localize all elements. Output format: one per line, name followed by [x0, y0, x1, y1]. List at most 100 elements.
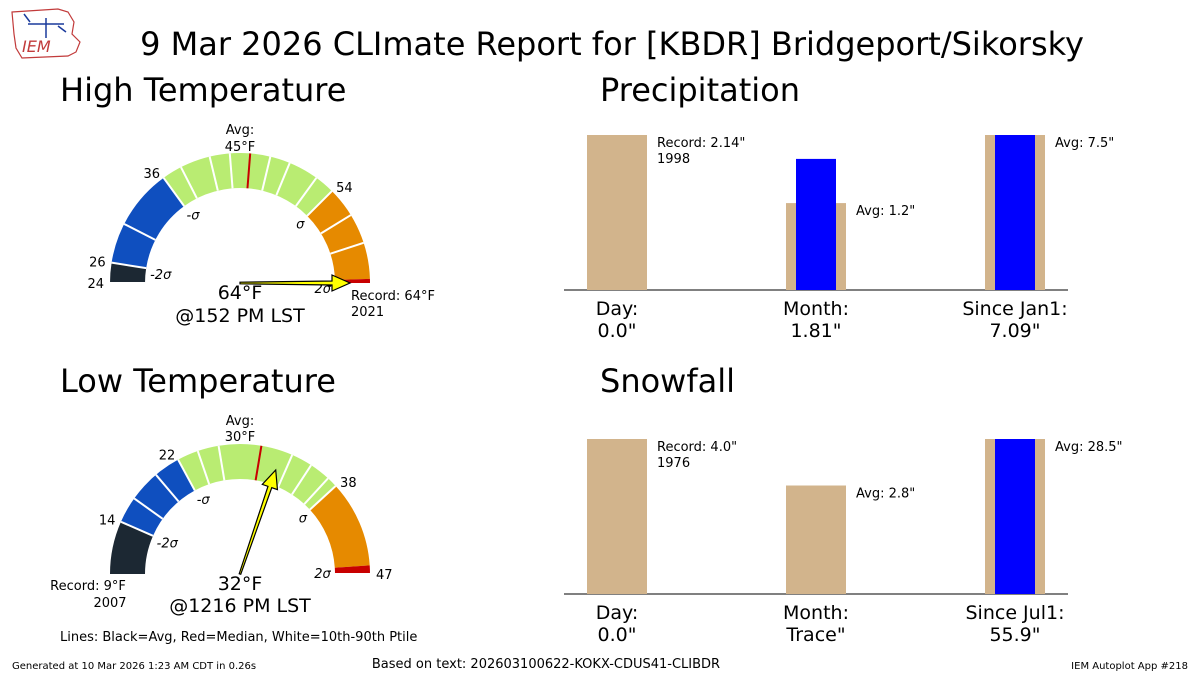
- gauge1-ptile-line-0: [133, 497, 164, 520]
- gauge1-sigma-label-2: σ: [299, 511, 308, 526]
- low-temp-value: 32°F: [218, 573, 263, 595]
- bars1-category-label-2: Since Jul1:: [966, 602, 1065, 624]
- bars1-observed-bar-2: [995, 439, 1035, 594]
- bars1-category-value-2: 55.9": [989, 624, 1040, 646]
- bars0-category-label-1: Month:: [783, 298, 849, 320]
- bars0-observed-bar-1: [796, 158, 836, 290]
- gauge0-ptile-line-7: [320, 214, 352, 235]
- gauge0-ptile-line-4: [261, 156, 272, 191]
- gauge1-ptile-line-1: [155, 474, 180, 503]
- bars1-category-value-0: 0.0": [598, 624, 637, 646]
- bars1-category-value-1: Trace": [785, 624, 845, 646]
- gauge0-sigma-label-1: -σ: [187, 208, 201, 223]
- bars1-annotation-1: Avg: 2.8": [856, 487, 915, 502]
- gauge1-band-4: [334, 565, 370, 574]
- low-avg-label: Avg:: [226, 414, 254, 429]
- high-temp-title: High Temperature: [60, 71, 346, 109]
- gauge0-sigma-label-3: 2σ: [314, 282, 331, 297]
- high-temp-value: 64°F: [218, 282, 263, 304]
- page-title: 9 Mar 2026 CLImate Report for [KBDR] Bri…: [140, 25, 1084, 63]
- gauge0-tick-label-1: 26: [89, 256, 106, 271]
- snowfall-bar-chart: Record: 4.0"1976 Day:0.0" Avg: 2.8" Month:T…: [564, 439, 1123, 646]
- generated-note: Generated at 10 Mar 2026 1:23 AM CDT in …: [12, 661, 256, 672]
- lines-legend: Lines: Black=Avg, Red=Median, White=10th…: [60, 630, 417, 645]
- bars1-climo-bar-0: [587, 439, 647, 594]
- gauge1-ptile-line-4: [277, 454, 294, 488]
- high-temp-time: @152 PM LST: [175, 305, 305, 327]
- gauge0-tick-line-2: [162, 177, 185, 207]
- high-record-label: Record: 64°F: [351, 289, 435, 304]
- bars0-annotation-year-0: 1998: [657, 152, 690, 167]
- bars0-category-value-1: 1.81": [790, 320, 841, 342]
- gauge0-avg-line: [246, 153, 252, 189]
- gauge0-tick-label-0: 24: [87, 277, 104, 292]
- gauge0-ptile-line-1: [180, 166, 198, 199]
- bars1-annotation-0: Record: 4.0": [657, 440, 737, 455]
- low-temp-time: @1216 PM LST: [169, 595, 311, 617]
- gauge1-sigma-label-1: -σ: [197, 493, 211, 508]
- low-record-label: Record: 9°F: [50, 579, 126, 594]
- bars1-annotation-2: Avg: 28.5": [1055, 440, 1123, 455]
- gauge0-tick-label-3: 54: [336, 181, 353, 196]
- gauge1-tick-line-0: [120, 520, 154, 537]
- gauge1-tick-line-2: [309, 485, 337, 511]
- gauge0-tick-line-1: [111, 261, 147, 270]
- bars1-annotation-year-0: 1976: [657, 456, 690, 471]
- bars0-category-value-0: 0.0": [598, 320, 637, 342]
- low-avg-value: 30°F: [225, 430, 256, 445]
- gauge0-tick-line-3: [306, 190, 333, 217]
- low-temp-title: Low Temperature: [60, 362, 336, 400]
- bars0-category-label-0: Day:: [596, 298, 639, 320]
- gauge1-ptile-line-6: [303, 477, 329, 505]
- gauge1-avg-line: [254, 445, 263, 481]
- gauge0-sigma-label-2: σ: [296, 218, 305, 233]
- precip-title: Precipitation: [600, 71, 800, 109]
- high-temperature-gauge: 24 26 36 54 -2σ -σ σ 2σ: [87, 152, 370, 297]
- high-avg-label: Avg:: [226, 123, 254, 138]
- gauge1-ptile-line-5: [291, 464, 312, 496]
- iem-logo-text: IEM: [22, 37, 51, 56]
- gauge1-sigma-label-3: 2σ: [314, 567, 331, 582]
- bars1-category-label-0: Day:: [596, 602, 639, 624]
- gauge1-tick-label-3: 47: [376, 568, 393, 583]
- high-record-year: 2021: [351, 305, 384, 320]
- gauge1-tick-line-1: [177, 459, 196, 491]
- gauge1-tick-label-0: 14: [99, 513, 116, 528]
- gauge1-band-0: [110, 521, 154, 574]
- gauge0-ptile-line-3: [228, 153, 234, 189]
- gauge0-ptile-line-2: [208, 156, 219, 191]
- gauge0-ptile-line-0: [123, 223, 156, 241]
- bars0-annotation-1: Avg: 1.2": [856, 204, 915, 219]
- bars0-annotation-0: Record: 2.14": [657, 136, 745, 151]
- low-record-year: 2007: [93, 596, 126, 611]
- gauge0-band-0: [110, 262, 147, 283]
- gauge1-sigma-label-0: -2σ: [157, 536, 179, 551]
- bars0-climo-bar-0: [587, 135, 647, 290]
- gauge0-band-1: [111, 177, 185, 269]
- bars1-category-label-1: Month:: [783, 602, 849, 624]
- gauge0-ptile-line-8: [330, 241, 364, 255]
- app-note: IEM Autoplot App #218: [1071, 661, 1188, 672]
- based-on-note: Based on text: 202603100622-KOKX-CDUS41-…: [372, 657, 720, 672]
- precipitation-bar-chart: Record: 2.14"1998 Day:0.0" Avg: 1.2" Month:…: [564, 135, 1114, 342]
- iem-logo: IEM: [11, 8, 81, 59]
- gauge0-tick-label-2: 36: [144, 167, 161, 182]
- bars0-category-value-2: 7.09": [989, 320, 1040, 342]
- gauge1-band-1: [120, 459, 195, 536]
- gauge1-ptile-line-2: [196, 450, 211, 485]
- gauge1-band-3: [309, 485, 370, 568]
- gauge0-ptile-line-6: [295, 177, 318, 207]
- gauge0-ptile-line-5: [275, 162, 291, 196]
- gauge0-needle: [239, 274, 352, 292]
- bars0-observed-bar-2: [995, 135, 1035, 290]
- gauge0-sigma-label-0: -2σ: [150, 268, 172, 283]
- bars0-category-label-2: Since Jan1:: [962, 298, 1067, 320]
- bars0-annotation-2: Avg: 7.5": [1055, 136, 1114, 151]
- high-avg-value: 45°F: [225, 140, 256, 155]
- gauge1-needle: [238, 468, 279, 576]
- bars1-climo-bar-1: [786, 485, 846, 594]
- gauge1-ptile-line-3: [217, 445, 226, 481]
- gauge1-tick-label-2: 38: [340, 476, 357, 491]
